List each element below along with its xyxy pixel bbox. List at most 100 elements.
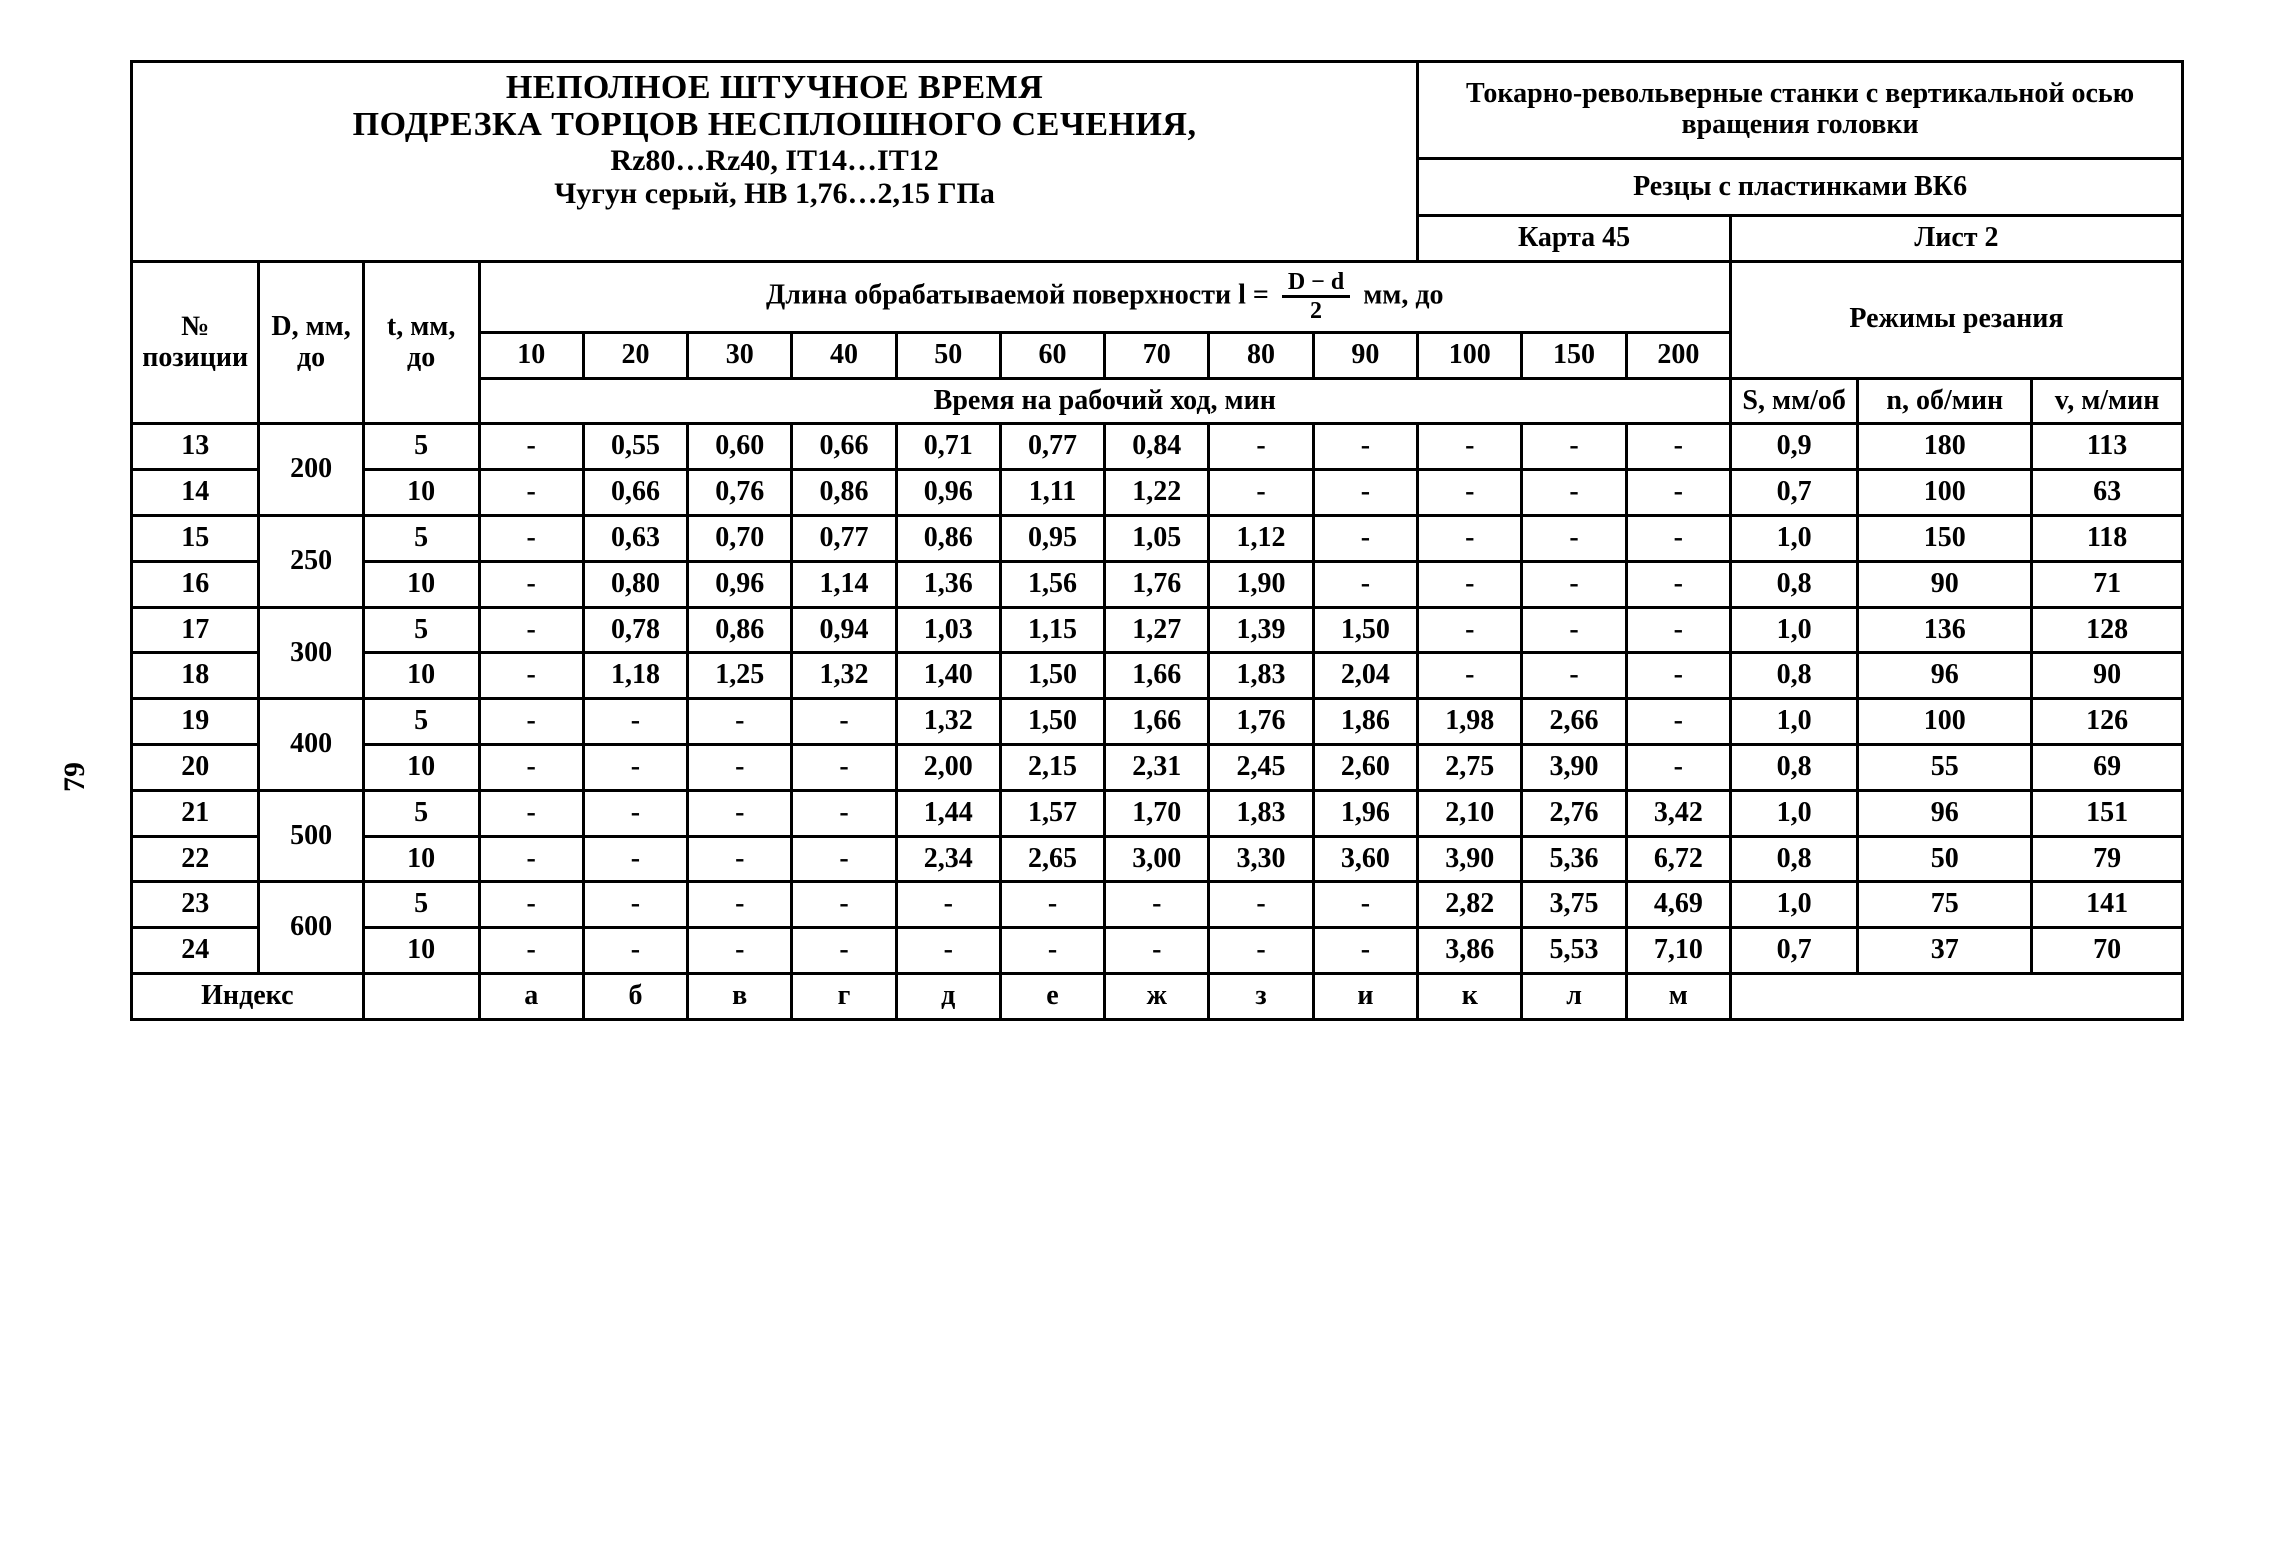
cell-value: 1,83 [1209,790,1313,836]
cell-pos: 20 [132,745,259,791]
cell-value: - [1313,882,1417,928]
cell-D: 250 [259,516,363,608]
cell-value: 0,63 [583,516,687,562]
hdr-c7: 80 [1209,332,1313,378]
table-row: 1810-1,181,251,321,401,501,661,832,04---… [132,653,2183,699]
cell-value: - [1418,516,1522,562]
title-line-1: НЕПОЛНОЕ ШТУЧНОЕ ВРЕМЯ [141,69,1408,106]
hdr-v: v, м/мин [2032,378,2183,424]
cell-value: - [583,699,687,745]
cell-value: 1,56 [1000,561,1104,607]
cell-v: 113 [2032,424,2183,470]
top-right-1: Токарно-револьверные станки с вертикальн… [1418,62,2183,159]
cell-n: 90 [1858,561,2032,607]
hdr-c6: 70 [1105,332,1209,378]
cell-S: 0,7 [1730,470,1857,516]
cell-value: - [1418,424,1522,470]
cell-S: 0,8 [1730,561,1857,607]
list-cell: Лист 2 [1730,216,2182,262]
cell-value: - [1522,516,1626,562]
hdr-c3: 40 [792,332,896,378]
cell-value: - [479,790,583,836]
cell-value: 1,90 [1209,561,1313,607]
cell-value: - [479,424,583,470]
index-v: в [688,974,792,1020]
hdr-length-frac-top: D − d [1282,269,1350,298]
cell-D: 400 [259,699,363,791]
cell-value: - [1000,928,1104,974]
hdr-length: Длина обрабатываемой поверхности l = D −… [479,262,1730,333]
cell-value: - [1418,607,1522,653]
cell-n: 50 [1858,836,2032,882]
table-row: 194005----1,321,501,661,761,861,982,66-1… [132,699,2183,745]
cell-pos: 15 [132,516,259,562]
table-row: 132005-0,550,600,660,710,770,84-----0,91… [132,424,2183,470]
cell-value: - [583,745,687,791]
cell-value: 1,32 [896,699,1000,745]
hdr-c2: 30 [688,332,792,378]
cell-pos: 23 [132,882,259,928]
header-row-1: НЕПОЛНОЕ ШТУЧНОЕ ВРЕМЯ ПОДРЕЗКА ТОРЦОВ Н… [132,62,2183,159]
cell-t: 5 [363,882,479,928]
cell-v: 128 [2032,607,2183,653]
cell-value: - [1626,561,1730,607]
cell-value: - [688,836,792,882]
cell-S: 1,0 [1730,882,1857,928]
hdr-c11: 200 [1626,332,1730,378]
cell-value: - [583,836,687,882]
cell-v: 70 [2032,928,2183,974]
cell-value: 0,80 [583,561,687,607]
cell-value: - [896,882,1000,928]
page: 79 НЕПОЛНОЕ ШТУЧНОЕ ВРЕМЯ ПОДРЕЗКА ТОРЦО… [0,0,2274,1554]
cell-value: - [1522,653,1626,699]
hdr-c10: 150 [1522,332,1626,378]
cell-value: - [1105,928,1209,974]
cell-value: 1,76 [1105,561,1209,607]
cell-D: 500 [259,790,363,882]
hdr-length-frac-bot: 2 [1282,298,1350,324]
cell-D: 300 [259,607,363,699]
table-row: 215005----1,441,571,701,831,962,102,763,… [132,790,2183,836]
table-row: 236005---------2,823,754,691,075141 [132,882,2183,928]
cell-value: - [1209,424,1313,470]
cell-value: 2,82 [1418,882,1522,928]
cell-value: 2,76 [1522,790,1626,836]
cell-S: 0,8 [1730,745,1857,791]
cell-v: 141 [2032,882,2183,928]
hdr-pos: № позиции [132,262,259,424]
cell-t: 5 [363,607,479,653]
cell-value: - [792,882,896,928]
cell-value: - [1418,470,1522,516]
cell-t: 10 [363,653,479,699]
main-table: НЕПОЛНОЕ ШТУЧНОЕ ВРЕМЯ ПОДРЕЗКА ТОРЦОВ Н… [130,60,2184,1021]
cell-value: 1,70 [1105,790,1209,836]
cell-v: 71 [2032,561,2183,607]
cell-t: 5 [363,516,479,562]
index-d: д [896,974,1000,1020]
index-zh: ж [1105,974,1209,1020]
cell-value: - [1313,470,1417,516]
cell-value: - [1000,882,1104,928]
cell-value: 1,83 [1209,653,1313,699]
cell-value: - [479,836,583,882]
cell-value: 1,27 [1105,607,1209,653]
cell-v: 151 [2032,790,2183,836]
cell-value: 2,31 [1105,745,1209,791]
hdr-t: t, мм, до [363,262,479,424]
cell-D: 200 [259,424,363,516]
cell-t: 5 [363,699,479,745]
cell-value: 1,32 [792,653,896,699]
cell-D: 600 [259,882,363,974]
index-k: к [1418,974,1522,1020]
hdr-length-suffix: мм, до [1363,279,1443,310]
index-b: б [583,974,687,1020]
cell-pos: 13 [132,424,259,470]
cell-value: - [1209,882,1313,928]
cell-value: 1,50 [1000,699,1104,745]
title-block-spacer [132,216,1418,262]
cell-value: 1,05 [1105,516,1209,562]
header-row-3: Карта 45 Лист 2 [132,216,2183,262]
hdr-n: n, об/мин [1858,378,2032,424]
cell-value: 1,98 [1418,699,1522,745]
index-a: а [479,974,583,1020]
